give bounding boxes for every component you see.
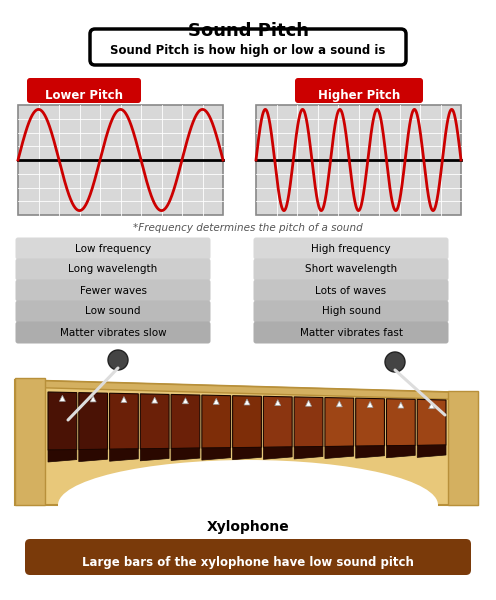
Polygon shape [294, 446, 323, 459]
Text: Short wavelength: Short wavelength [305, 265, 397, 275]
Circle shape [108, 350, 128, 370]
Polygon shape [79, 449, 108, 461]
FancyBboxPatch shape [27, 78, 141, 103]
FancyBboxPatch shape [253, 238, 448, 259]
Polygon shape [110, 393, 138, 449]
Polygon shape [263, 397, 292, 448]
Polygon shape [356, 446, 384, 458]
FancyBboxPatch shape [253, 280, 448, 301]
Polygon shape [15, 378, 45, 505]
Text: Low sound: Low sound [85, 307, 141, 317]
Text: High sound: High sound [321, 307, 380, 317]
Text: Lots of waves: Lots of waves [315, 286, 386, 295]
Polygon shape [306, 400, 311, 406]
Polygon shape [386, 399, 415, 446]
Ellipse shape [58, 460, 438, 550]
Polygon shape [336, 401, 342, 407]
Polygon shape [183, 398, 188, 404]
Polygon shape [152, 397, 158, 403]
Text: Sound Pitch is how high or low a sound is: Sound Pitch is how high or low a sound i… [110, 44, 386, 57]
FancyBboxPatch shape [25, 539, 471, 575]
Text: Low frequency: Low frequency [75, 244, 151, 253]
Text: Fewer waves: Fewer waves [79, 286, 146, 295]
Polygon shape [263, 447, 292, 460]
Polygon shape [202, 395, 231, 448]
Polygon shape [448, 391, 478, 505]
Text: Lower Pitch: Lower Pitch [45, 89, 123, 102]
Polygon shape [140, 448, 169, 461]
Circle shape [385, 352, 405, 372]
Text: Matter vibrates fast: Matter vibrates fast [300, 328, 402, 337]
Polygon shape [79, 392, 108, 449]
Polygon shape [110, 449, 138, 461]
Polygon shape [367, 401, 373, 407]
Polygon shape [90, 396, 96, 402]
FancyBboxPatch shape [15, 238, 210, 259]
FancyBboxPatch shape [295, 78, 423, 103]
Bar [256, 105, 461, 215]
Text: Xylophone: Xylophone [207, 520, 289, 534]
FancyBboxPatch shape [15, 322, 210, 343]
Bar [18, 105, 223, 215]
Polygon shape [233, 395, 261, 448]
Polygon shape [213, 398, 219, 404]
Polygon shape [429, 403, 434, 409]
Polygon shape [325, 398, 354, 446]
Text: High frequency: High frequency [311, 244, 391, 253]
Polygon shape [171, 448, 200, 460]
FancyBboxPatch shape [15, 280, 210, 301]
FancyBboxPatch shape [253, 301, 448, 323]
Polygon shape [15, 380, 478, 505]
Polygon shape [275, 400, 281, 406]
FancyBboxPatch shape [253, 322, 448, 343]
Text: Large bars of the xylophone have low sound pitch: Large bars of the xylophone have low sou… [82, 556, 414, 569]
Polygon shape [140, 394, 169, 449]
FancyBboxPatch shape [253, 259, 448, 280]
Text: Long wavelength: Long wavelength [68, 265, 158, 275]
FancyBboxPatch shape [15, 301, 210, 323]
Polygon shape [233, 448, 261, 460]
Polygon shape [244, 399, 250, 405]
Polygon shape [386, 445, 415, 458]
Polygon shape [15, 380, 478, 400]
Polygon shape [48, 449, 77, 462]
FancyBboxPatch shape [15, 259, 210, 280]
Polygon shape [48, 392, 77, 450]
Polygon shape [294, 397, 323, 447]
Text: Matter vibrates slow: Matter vibrates slow [60, 328, 166, 337]
Polygon shape [417, 445, 446, 457]
Polygon shape [60, 395, 65, 401]
Polygon shape [325, 446, 354, 458]
Polygon shape [398, 402, 404, 408]
FancyBboxPatch shape [90, 29, 406, 65]
Text: *Frequency determines the pitch of a sound: *Frequency determines the pitch of a sou… [133, 223, 363, 233]
Polygon shape [202, 448, 231, 460]
Polygon shape [171, 394, 200, 448]
Polygon shape [356, 398, 384, 446]
Text: Sound Pitch: Sound Pitch [187, 22, 309, 40]
Polygon shape [121, 397, 127, 403]
Polygon shape [417, 400, 446, 445]
Text: Higher Pitch: Higher Pitch [318, 89, 400, 102]
